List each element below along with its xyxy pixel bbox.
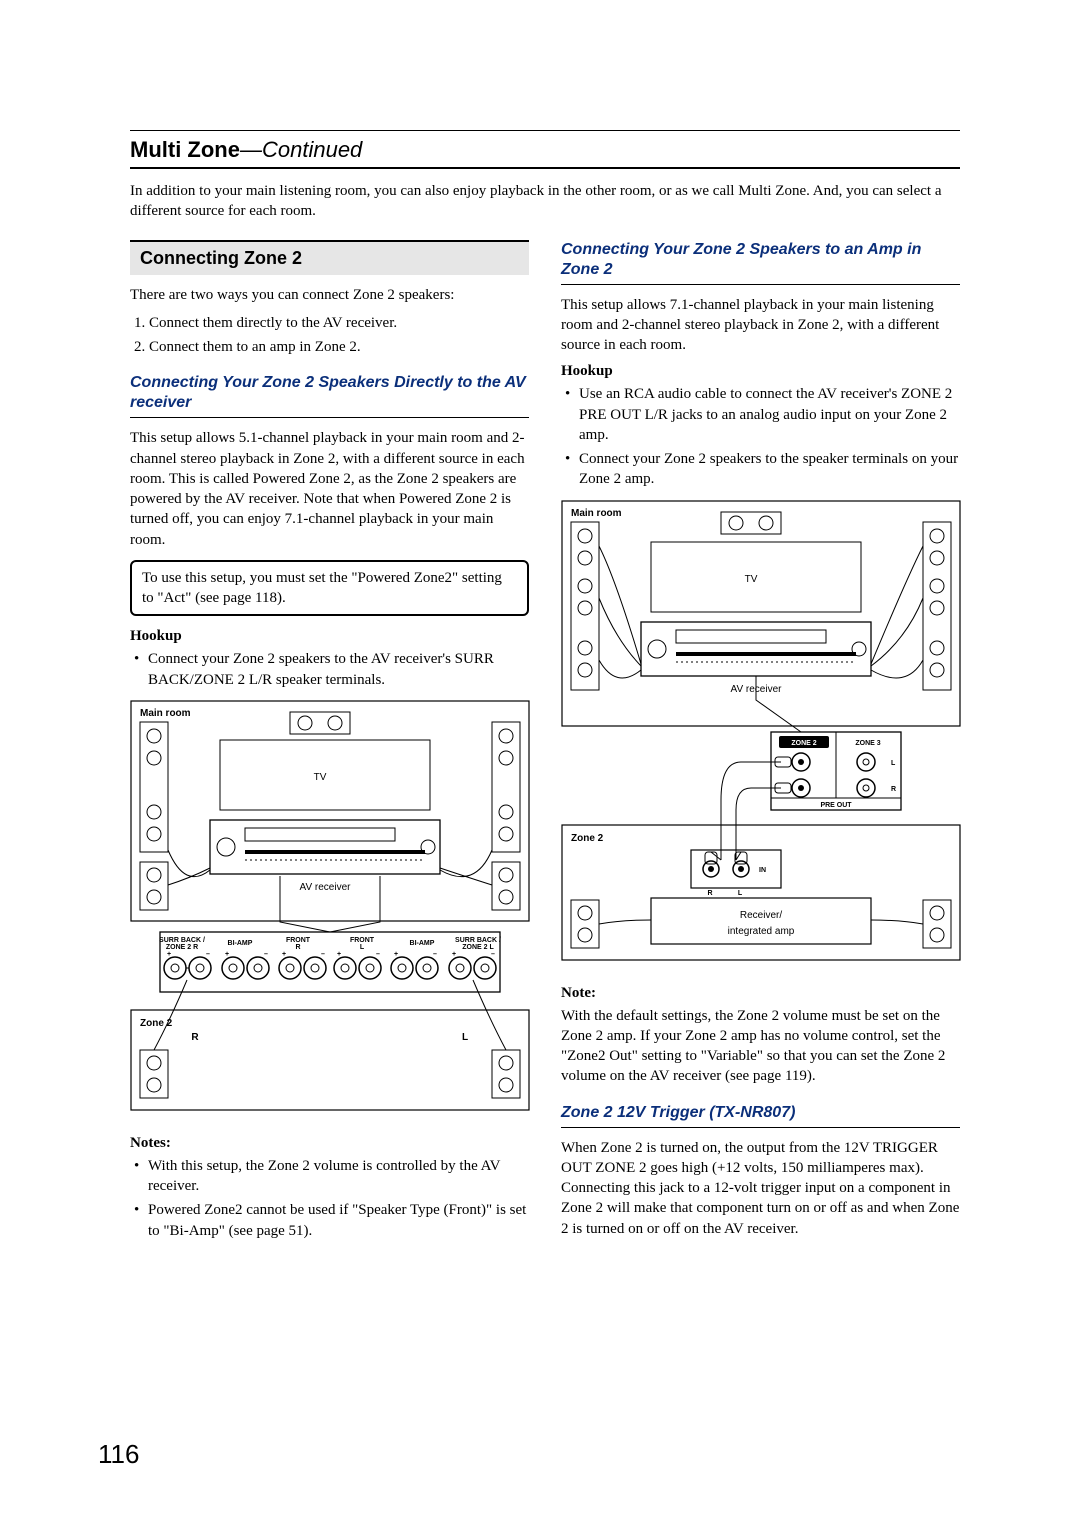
step-1: 1. Connect them directly to the AV recei…	[130, 313, 529, 333]
diagram-amp-connection: Main room	[561, 500, 960, 975]
svg-text:R: R	[891, 786, 896, 793]
title-bold: Multi Zone	[130, 137, 240, 162]
speaker-left-tall-icon	[571, 522, 599, 690]
svg-text:ZONE 3: ZONE 3	[855, 740, 880, 747]
sub1-body: This setup allows 5.1-channel playback i…	[130, 428, 529, 550]
svg-text:TV: TV	[314, 772, 327, 783]
sub-heading-direct: Connecting Your Zone 2 Speakers Directly…	[130, 373, 529, 413]
speaker-center-icon	[721, 512, 781, 534]
svg-text:PRE OUT: PRE OUT	[820, 802, 852, 809]
speaker-right-tall-icon	[923, 522, 951, 690]
speaker-right-tall-icon	[492, 722, 520, 852]
svg-text:–: –	[491, 951, 495, 958]
speaker-center-icon	[290, 712, 350, 734]
svg-text:IN: IN	[759, 867, 766, 874]
speaker-mid-right-icon	[492, 862, 520, 910]
intro-paragraph: In addition to your main listening room,…	[130, 181, 960, 222]
sub-heading-rule-3	[561, 1127, 960, 1128]
svg-text:+: +	[337, 951, 341, 958]
svg-text:SURR BACK /: SURR BACK /	[455, 937, 501, 944]
note-left-2: Powered Zone2 cannot be used if "Speaker…	[130, 1200, 529, 1241]
svg-text:–: –	[264, 951, 268, 958]
step-2: 2. Connect them to an amp in Zone 2.	[130, 337, 529, 357]
svg-text:+: +	[394, 951, 398, 958]
zone2-speaker-r-icon	[140, 1050, 168, 1098]
speaker-left-tall-icon	[140, 722, 168, 852]
svg-text:SURR BACK /: SURR BACK /	[159, 937, 205, 944]
zone2-speaker-right-icon	[923, 900, 951, 948]
right-column: Connecting Your Zone 2 Speakers to an Am…	[561, 240, 960, 1249]
hookup-title-left: Hookup	[130, 628, 529, 645]
diagram-direct-connection: Main room	[130, 700, 529, 1125]
svg-text:–: –	[321, 951, 325, 958]
notes-list-left: With this setup, the Zone 2 volume is co…	[130, 1156, 529, 1241]
sub3-body: When Zone 2 is turned on, the output fro…	[561, 1138, 960, 1239]
svg-text:BI-AMP: BI-AMP	[410, 940, 435, 947]
title-italic: —Continued	[240, 137, 362, 162]
svg-text:ZONE 2: ZONE 2	[791, 740, 816, 747]
svg-text:ZONE 2 R: ZONE 2 R	[166, 944, 198, 951]
svg-text:TV: TV	[745, 574, 758, 585]
svg-text:+: +	[225, 951, 229, 958]
svg-text:–: –	[376, 951, 380, 958]
section-banner-connecting-zone2: Connecting Zone 2	[130, 240, 529, 275]
tv-icon: TV	[220, 740, 430, 810]
svg-text:BI-AMP: BI-AMP	[228, 940, 253, 947]
svg-text:+: +	[167, 951, 171, 958]
svg-text:FRONT: FRONT	[286, 937, 311, 944]
svg-text:L: L	[360, 944, 365, 951]
callout-powered-zone2: To use this setup, you must set the "Pow…	[130, 560, 529, 617]
av-receiver-icon	[210, 820, 440, 874]
preout-panel-icon: ZONE 2 ZONE 3 L R PRE OUT	[771, 732, 901, 810]
sub-heading-rule-2	[561, 284, 960, 285]
tv-icon: TV	[651, 542, 861, 612]
notes-title-left: Notes:	[130, 1135, 529, 1152]
sub2-body: This setup allows 7.1-channel playback i…	[561, 295, 960, 356]
note-title-right: Note:	[561, 985, 960, 1002]
svg-text:L: L	[738, 890, 743, 897]
sub-heading-rule	[130, 417, 529, 418]
svg-text:Main room: Main room	[571, 508, 622, 519]
hookup-item-right-1: Use an RCA audio cable to connect the AV…	[561, 384, 960, 445]
svg-text:FRONT: FRONT	[350, 937, 375, 944]
page-number: 116	[98, 1439, 139, 1470]
zone2-speaker-left-icon	[571, 900, 599, 948]
note-body-right: With the default settings, the Zone 2 vo…	[561, 1006, 960, 1087]
speaker-mid-left-icon	[140, 862, 168, 910]
svg-text:–: –	[433, 951, 437, 958]
terminal-strip-icon: SURR BACK / ZONE 2 R BI-AMP FRONT R FRON…	[159, 932, 501, 992]
svg-text:L: L	[462, 1032, 468, 1043]
sub-heading-trigger: Zone 2 12V Trigger (TX-NR807)	[561, 1103, 960, 1123]
page-title: Multi Zone—Continued	[130, 137, 960, 163]
hookup-list-right: Use an RCA audio cable to connect the AV…	[561, 384, 960, 489]
header-rule-thick	[130, 167, 960, 169]
hookup-item-left-1: Connect your Zone 2 speakers to the AV r…	[130, 649, 529, 690]
hookup-list-left: Connect your Zone 2 speakers to the AV r…	[130, 649, 529, 690]
svg-text:R: R	[191, 1032, 199, 1043]
svg-text:R: R	[295, 944, 300, 951]
zone2-speaker-l-icon	[492, 1050, 520, 1098]
svg-text:+: +	[282, 951, 286, 958]
av-receiver-icon	[641, 622, 871, 676]
svg-text:Receiver/: Receiver/	[740, 910, 782, 921]
integrated-amp-icon: Receiver/ integrated amp	[651, 898, 871, 944]
header-rule-thin	[130, 130, 960, 131]
svg-text:L: L	[891, 760, 896, 767]
hookup-title-right: Hookup	[561, 363, 960, 380]
left-column: Connecting Zone 2 There are two ways you…	[130, 240, 529, 1249]
diagram-label-mainroom: Main room	[140, 708, 191, 719]
svg-text:+: +	[452, 951, 456, 958]
note-left-1: With this setup, the Zone 2 volume is co…	[130, 1156, 529, 1197]
svg-text:Zone 2: Zone 2	[571, 833, 604, 844]
lead-text: There are two ways you can connect Zone …	[130, 285, 529, 305]
svg-text:–: –	[206, 951, 210, 958]
two-column-layout: Connecting Zone 2 There are two ways you…	[130, 240, 960, 1249]
svg-text:R: R	[707, 890, 712, 897]
sub-heading-amp: Connecting Your Zone 2 Speakers to an Am…	[561, 240, 960, 280]
svg-text:ZONE 2 L: ZONE 2 L	[462, 944, 494, 951]
hookup-item-right-2: Connect your Zone 2 speakers to the spea…	[561, 449, 960, 490]
svg-text:integrated amp: integrated amp	[728, 926, 795, 937]
svg-text:AV receiver: AV receiver	[300, 882, 352, 893]
